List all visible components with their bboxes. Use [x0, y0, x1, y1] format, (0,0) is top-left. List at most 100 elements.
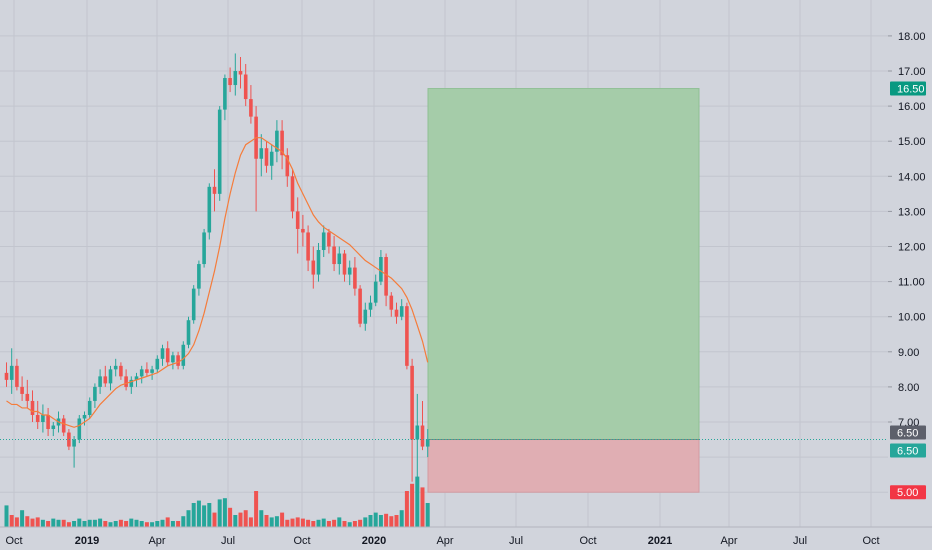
candle-body[interactable]	[82, 414, 87, 419]
candle-body[interactable]	[67, 432, 71, 447]
candle-body[interactable]	[285, 155, 290, 177]
candle-body[interactable]	[384, 257, 388, 296]
candle-body[interactable]	[207, 186, 212, 233]
candle-body[interactable]	[25, 393, 30, 401]
loss-zone[interactable]	[427, 439, 700, 493]
candle-body[interactable]	[124, 376, 128, 387]
candle-body[interactable]	[202, 232, 206, 265]
candle-body[interactable]	[30, 400, 35, 415]
candle-body[interactable]	[15, 365, 19, 387]
volume-bar	[20, 510, 25, 527]
volume-bar	[384, 513, 389, 527]
candle-body[interactable]	[145, 369, 149, 373]
candle-body[interactable]	[243, 74, 248, 100]
candle-body[interactable]	[176, 355, 180, 366]
volume-bar	[160, 519, 165, 527]
candle-body[interactable]	[181, 344, 186, 366]
candle-body[interactable]	[46, 414, 50, 430]
candle-body[interactable]	[264, 148, 269, 166]
candle-body[interactable]	[41, 414, 45, 422]
candle-body[interactable]	[249, 99, 253, 117]
candle-body[interactable]	[228, 78, 232, 86]
candle-body[interactable]	[139, 369, 144, 377]
candle-body[interactable]	[342, 253, 347, 275]
candle-body[interactable]	[98, 376, 102, 387]
candle-body[interactable]	[20, 386, 24, 394]
candle-body[interactable]	[212, 186, 217, 194]
candle-body[interactable]	[93, 386, 97, 401]
candle-body[interactable]	[160, 348, 165, 359]
candle-body[interactable]	[425, 439, 430, 447]
candle-body[interactable]	[150, 369, 154, 373]
candle-body[interactable]	[337, 253, 342, 265]
candle-body[interactable]	[269, 151, 274, 166]
volume-bar	[394, 515, 399, 527]
volume-bar	[196, 500, 201, 527]
candle-body[interactable]	[295, 211, 300, 229]
volume-bar	[139, 521, 144, 527]
candle-body[interactable]	[332, 246, 336, 265]
candle-body[interactable]	[197, 264, 201, 289]
candle-body[interactable]	[119, 365, 123, 377]
candle-body[interactable]	[191, 288, 196, 321]
candle-body[interactable]	[327, 232, 331, 247]
candle-body[interactable]	[87, 400, 92, 415]
candle-body[interactable]	[321, 232, 326, 251]
volume-bar	[352, 521, 357, 527]
time-axis[interactable]: Oct 2019 Apr Jul Oct 2020 Apr Jul Oct 2021 Apr Jul O…	[0, 526, 932, 550]
candle-body[interactable]	[405, 306, 409, 366]
candle-body[interactable]	[280, 130, 284, 156]
candle-body[interactable]	[316, 250, 321, 275]
candle-body[interactable]	[129, 379, 134, 387]
candle-body[interactable]	[9, 365, 14, 380]
candle-body[interactable]	[233, 71, 238, 86]
volume-bar	[144, 522, 149, 527]
position-tool[interactable]	[427, 88, 700, 493]
volume-bar	[9, 515, 14, 527]
volume-bar	[332, 519, 337, 527]
candle-body[interactable]	[368, 302, 373, 310]
candle-body[interactable]	[358, 288, 362, 324]
candle-body[interactable]	[410, 365, 414, 440]
candle-body[interactable]	[77, 418, 82, 440]
candle-body[interactable]	[415, 425, 420, 440]
volume-bar	[363, 517, 368, 527]
volume-bar	[82, 521, 87, 527]
candle-body[interactable]	[61, 418, 66, 433]
candle-body[interactable]	[275, 130, 279, 152]
candle-body[interactable]	[394, 309, 399, 317]
candle-body[interactable]	[238, 71, 243, 75]
candle-body[interactable]	[223, 78, 227, 110]
candle-body[interactable]	[51, 425, 56, 430]
candle-body[interactable]	[389, 295, 394, 310]
candle-body[interactable]	[35, 414, 40, 422]
candle-body[interactable]	[217, 109, 222, 194]
candle-body[interactable]	[171, 355, 175, 363]
candle-body[interactable]	[379, 257, 383, 282]
candle-body[interactable]	[420, 425, 425, 447]
candle-body[interactable]	[399, 306, 404, 317]
candle-body[interactable]	[134, 376, 139, 380]
candle-body[interactable]	[363, 309, 368, 324]
candle-body[interactable]	[290, 176, 295, 212]
candle-body[interactable]	[165, 348, 170, 363]
candle-body[interactable]	[72, 439, 76, 447]
volume-bar	[269, 517, 274, 527]
candle-body[interactable]	[347, 267, 352, 275]
volume-bar	[129, 518, 134, 527]
candle-body[interactable]	[103, 376, 108, 384]
candle-body[interactable]	[113, 365, 118, 370]
candle-body[interactable]	[353, 267, 357, 289]
candle-body[interactable]	[155, 358, 160, 370]
candle-body[interactable]	[259, 148, 264, 159]
profit-zone[interactable]	[427, 88, 700, 441]
candle-body[interactable]	[4, 372, 9, 380]
candle-body[interactable]	[301, 228, 305, 233]
candle-body[interactable]	[306, 232, 310, 261]
volume-bar	[358, 519, 363, 527]
candle-body[interactable]	[373, 281, 378, 303]
candle-body[interactable]	[186, 320, 191, 345]
candle-body[interactable]	[108, 369, 113, 384]
candle-body[interactable]	[311, 260, 316, 275]
